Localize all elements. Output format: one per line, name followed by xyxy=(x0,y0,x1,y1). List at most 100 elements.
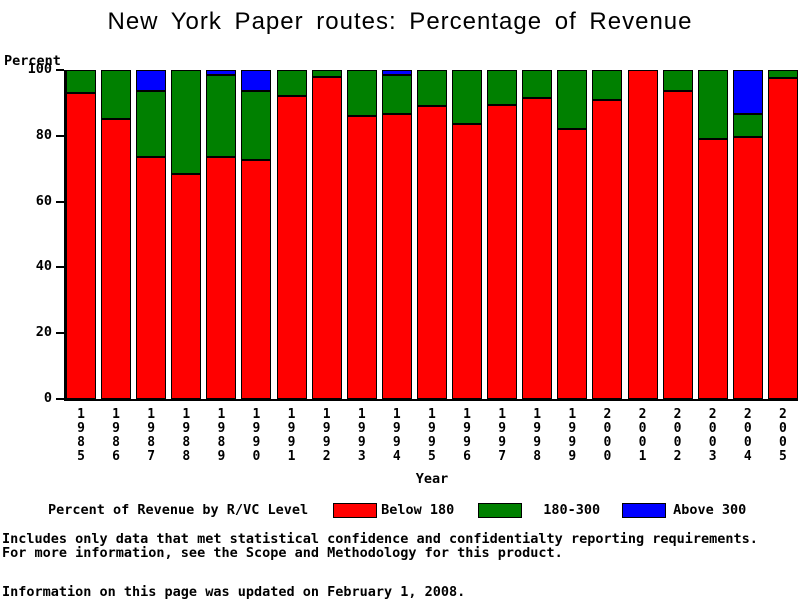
bar-segment-below-180 xyxy=(452,124,483,399)
bar-1999 xyxy=(557,70,588,399)
y-tick-mark xyxy=(56,398,64,400)
x-axis-title: Year xyxy=(415,471,449,487)
bar-segment-180-300 xyxy=(452,70,483,125)
bar-segment-180-300 xyxy=(416,70,447,107)
bar-1991 xyxy=(276,70,307,399)
bar-segment-below-180 xyxy=(732,137,763,399)
bar-segment-below-180 xyxy=(66,93,96,399)
bar-1998 xyxy=(522,70,553,399)
bar-2002 xyxy=(662,70,693,399)
footnote-line-1: Includes only data that met statistical … xyxy=(2,531,758,547)
bar-segment-below-180 xyxy=(311,76,342,399)
legend-swatch-below-180 xyxy=(333,502,378,518)
bar-1987 xyxy=(136,70,167,399)
bar-segment-below-180 xyxy=(416,106,447,399)
bar-segment-180-300 xyxy=(662,70,693,92)
bar-1997 xyxy=(487,70,518,399)
bar-segment-below-180 xyxy=(101,119,132,399)
bar-1989 xyxy=(206,70,237,399)
y-tick-mark xyxy=(56,332,64,335)
bar-segment-below-180 xyxy=(487,104,518,399)
bar-1986 xyxy=(101,70,132,399)
bar-segment-below-180 xyxy=(136,157,167,399)
legend-label-180-300: 180-300 xyxy=(543,502,601,518)
bar-segment-180-300 xyxy=(346,70,377,117)
bar-1992 xyxy=(311,70,342,399)
bar-segment-above-300 xyxy=(381,70,412,75)
bar-segment-180-300 xyxy=(557,70,588,130)
legend: Percent of Revenue by R/VC Level Below 1… xyxy=(48,501,746,519)
bar-segment-180-300 xyxy=(381,74,412,115)
bar-segment-below-180 xyxy=(276,96,307,399)
y-tick-mark xyxy=(56,69,64,71)
bar-segment-180-300 xyxy=(487,70,518,105)
bar-segment-above-300 xyxy=(206,70,237,75)
bar-segment-180-300 xyxy=(171,70,202,174)
bar-segment-below-180 xyxy=(522,97,553,399)
bar-1993 xyxy=(346,70,377,399)
legend-label-above-300: Above 300 xyxy=(673,502,747,518)
bar-segment-below-180 xyxy=(241,160,272,399)
bar-segment-180-300 xyxy=(101,70,132,120)
footnote: Includes only data that met statistical … xyxy=(2,532,758,560)
bar-1990 xyxy=(241,70,272,399)
bar-segment-180-300 xyxy=(732,114,763,138)
y-tick-label-40: 40 xyxy=(35,258,52,275)
bar-1994 xyxy=(381,70,412,399)
bar-segment-below-180 xyxy=(381,114,412,399)
bar-segment-180-300 xyxy=(276,70,307,97)
bar-2001 xyxy=(627,70,658,399)
x-axis-line xyxy=(64,399,798,401)
chart-title: New York Paper routes: Percentage of Rev… xyxy=(107,8,693,35)
y-axis-title: Percent xyxy=(4,53,61,69)
bar-2003 xyxy=(697,70,728,399)
updated-note: Information on this page was updated on … xyxy=(2,584,466,600)
y-tick-label-0: 0 xyxy=(43,390,52,406)
bar-segment-below-180 xyxy=(697,139,728,399)
bar-segment-180-300 xyxy=(522,70,553,98)
y-tick-label-20: 20 xyxy=(35,324,52,341)
bar-1988 xyxy=(171,70,202,399)
bar-segment-180-300 xyxy=(311,70,342,77)
bar-segment-above-300 xyxy=(136,70,167,92)
bar-segment-below-180 xyxy=(171,173,202,399)
bar-1996 xyxy=(452,70,483,399)
bar-segment-above-300 xyxy=(732,70,763,115)
bar-segment-below-180 xyxy=(662,91,693,399)
bar-segment-180-300 xyxy=(767,70,798,79)
y-axis-line xyxy=(64,70,66,401)
legend-label-below-180: Below 180 xyxy=(381,502,455,518)
bar-segment-180-300 xyxy=(241,91,272,161)
bar-segment-above-300 xyxy=(241,70,272,92)
y-tick-label-100: 100 xyxy=(27,61,52,77)
bar-segment-below-180 xyxy=(206,157,237,399)
bar-2005 xyxy=(767,70,798,399)
footnote-line-2: For more information, see the Scope and … xyxy=(2,545,563,561)
y-tick-label-80: 80 xyxy=(35,126,52,143)
bar-1985 xyxy=(66,70,96,399)
bar-segment-180-300 xyxy=(697,70,728,140)
y-tick-label-60: 60 xyxy=(35,192,52,209)
plot-area xyxy=(66,70,798,399)
y-tick-mark xyxy=(56,200,64,203)
bar-segment-below-180 xyxy=(767,78,798,399)
